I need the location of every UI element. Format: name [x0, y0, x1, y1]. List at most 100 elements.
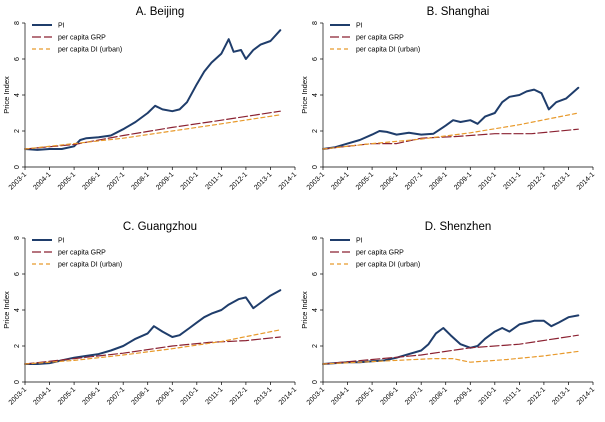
legend-label: per capita DI (urban)	[356, 262, 420, 269]
x-tick-label: 2008-1	[131, 171, 151, 191]
series-line-per-capita-di-urban	[24, 114, 281, 150]
y-tick-label: 4	[312, 93, 319, 97]
x-tick-label: 2003-1	[306, 171, 326, 191]
x-tick-label: 2011-1	[503, 171, 523, 191]
legend: PI per capita GRP per capita DI (urban)	[330, 238, 420, 269]
y-axis-label: Price Index	[300, 291, 309, 329]
y-tick-label: 0	[312, 165, 319, 169]
series-line-pi	[322, 314, 580, 365]
x-tick-label: 2007-1	[106, 171, 126, 191]
series-line-pi	[322, 86, 580, 150]
y-tick-label: 4	[312, 308, 319, 312]
x-tick-label: 2006-1	[379, 171, 399, 191]
x-tick-label: 2011-1	[205, 171, 225, 191]
y-tick-label: 6	[14, 57, 21, 61]
x-tick-label: 2012-1	[229, 386, 249, 406]
legend-label: PI	[58, 23, 65, 30]
y-tick-label: 2	[312, 344, 319, 348]
y-tick-label: 6	[312, 272, 319, 276]
y-tick-label: 6	[312, 57, 319, 61]
x-tick-label: 2005-1	[57, 171, 77, 191]
y-tick-label: 0	[14, 380, 21, 384]
y-tick-label: 0	[312, 380, 319, 384]
series-line-per-capita-di-urban	[322, 112, 579, 150]
x-tick-label: 2006-1	[379, 386, 399, 406]
chart-title: C. Guangzhou	[123, 221, 197, 233]
legend-label: per capita DI (urban)	[58, 262, 122, 269]
y-tick-label: 6	[14, 272, 21, 276]
x-tick-label: 2013-1	[253, 386, 273, 406]
x-tick-label: 2013-1	[253, 171, 273, 191]
chart-title: D. Shenzhen	[425, 221, 492, 233]
legend-label: PI	[356, 23, 363, 30]
x-tick-label: 2014-1	[576, 386, 596, 406]
x-tick-label: 2009-1	[155, 171, 175, 191]
x-tick-label: 2003-1	[8, 171, 28, 191]
series-line-pi	[24, 289, 282, 365]
x-tick-label: 2014-1	[278, 171, 298, 191]
y-tick-label: 4	[14, 308, 21, 312]
y-tick-label: 8	[312, 236, 319, 240]
x-tick-label: 2004-1	[32, 171, 52, 191]
series-line-per-capita-di-urban	[322, 350, 579, 365]
series-line-per-capita-di-urban	[24, 329, 281, 365]
x-tick-label: 2003-1	[306, 386, 326, 406]
y-tick-label: 8	[14, 21, 21, 25]
y-tick-label: 0	[14, 165, 21, 169]
x-tick-label: 2013-1	[551, 386, 571, 406]
panel-3: C. Guangzhou Price Index 0 2 4 6 8 2003-1 2004-1…	[2, 221, 298, 407]
x-tick-label: 2012-1	[527, 386, 547, 406]
x-tick-label: 2008-1	[131, 386, 151, 406]
x-tick-label: 2009-1	[155, 386, 175, 406]
series-line-per-capita-grp	[24, 110, 281, 150]
y-axis-label: Price Index	[2, 76, 11, 114]
x-tick-label: 2011-1	[205, 386, 225, 406]
x-tick-label: 2013-1	[551, 171, 571, 191]
y-axis-label: Price Index	[300, 76, 309, 114]
legend: PI per capita GRP per capita DI (urban)	[32, 238, 122, 269]
x-tick-label: 2008-1	[429, 386, 449, 406]
y-tick-label: 2	[312, 129, 319, 133]
x-tick-label: 2010-1	[180, 386, 200, 406]
legend-label: per capita GRP	[58, 35, 106, 42]
x-tick-label: 2012-1	[229, 171, 249, 191]
x-tick-label: 2004-1	[32, 386, 52, 406]
x-tick-label: 2005-1	[57, 386, 77, 406]
legend: PI per capita GRP per capita DI (urban)	[330, 23, 420, 54]
x-tick-label: 2010-1	[478, 171, 498, 191]
x-tick-label: 2007-1	[404, 171, 424, 191]
panel-2: B. Shanghai Price Index 0 2 4 6 8 2003-1 2004-1 2…	[300, 6, 596, 192]
chart-title: A. Beijing	[136, 6, 185, 18]
y-tick-label: 4	[14, 93, 21, 97]
x-tick-label: 2014-1	[576, 171, 596, 191]
x-tick-label: 2009-1	[453, 171, 473, 191]
x-tick-label: 2010-1	[180, 171, 200, 191]
series-line-pi	[24, 29, 282, 151]
legend-label: per capita DI (urban)	[58, 47, 122, 54]
legend-label: PI	[356, 238, 363, 245]
x-tick-label: 2010-1	[478, 386, 498, 406]
legend-label: per capita GRP	[58, 250, 106, 257]
legend-label: PI	[58, 238, 65, 245]
y-tick-label: 8	[312, 21, 319, 25]
legend: PI per capita GRP per capita DI (urban)	[32, 23, 122, 54]
x-tick-label: 2007-1	[404, 386, 424, 406]
x-tick-label: 2009-1	[453, 386, 473, 406]
x-tick-label: 2007-1	[106, 386, 126, 406]
y-tick-label: 8	[14, 236, 21, 240]
x-tick-label: 2004-1	[330, 171, 350, 191]
y-tick-label: 2	[14, 344, 21, 348]
chart-title: B. Shanghai	[427, 6, 490, 18]
x-tick-label: 2006-1	[81, 171, 101, 191]
series-line-per-capita-grp	[24, 336, 281, 365]
legend-label: per capita GRP	[356, 250, 404, 257]
legend-label: per capita DI (urban)	[356, 47, 420, 54]
x-tick-label: 2008-1	[429, 171, 449, 191]
x-tick-label: 2011-1	[503, 386, 523, 406]
x-tick-label: 2003-1	[8, 386, 28, 406]
y-axis-label: Price Index	[2, 291, 11, 329]
series-line-per-capita-grp	[322, 334, 579, 365]
x-tick-label: 2005-1	[355, 386, 375, 406]
